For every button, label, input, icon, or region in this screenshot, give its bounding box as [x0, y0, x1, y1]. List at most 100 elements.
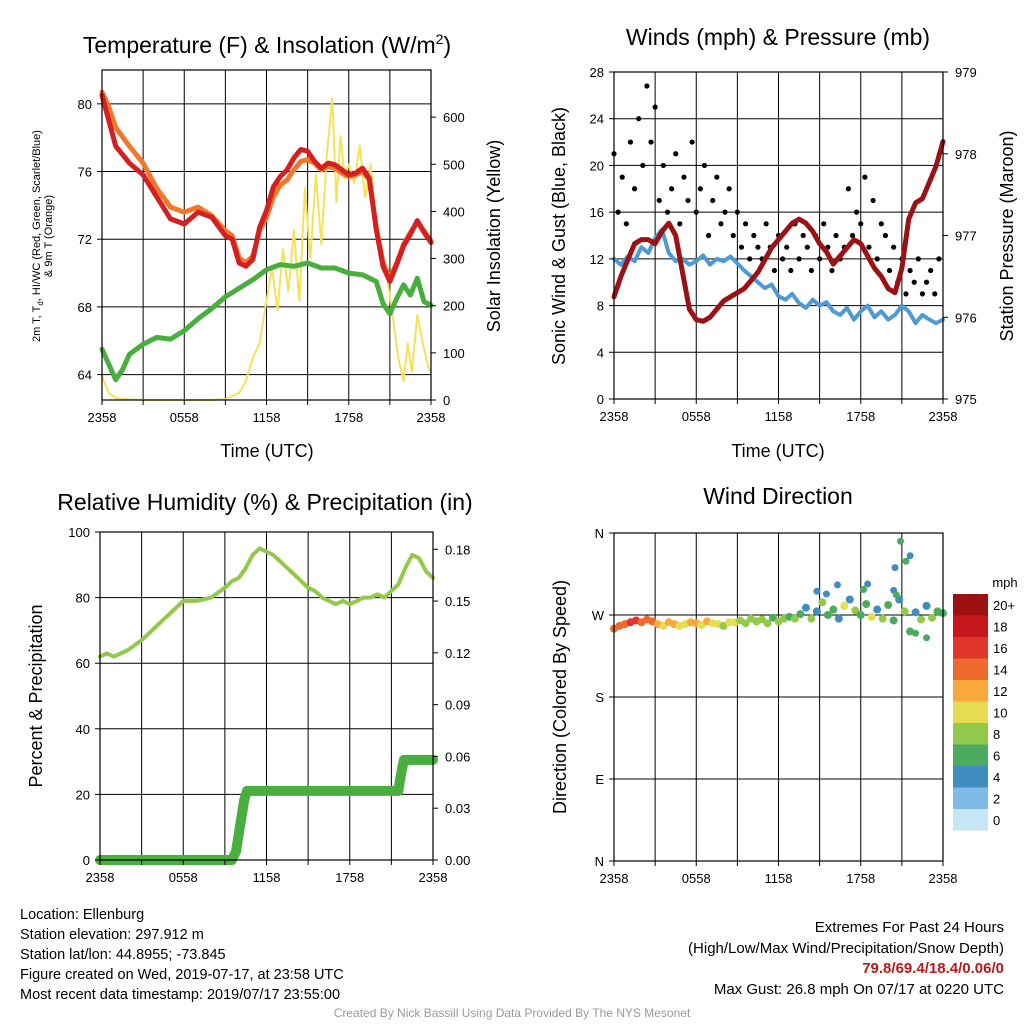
direction-point — [807, 614, 816, 623]
gust-point — [693, 209, 699, 215]
direction-point — [813, 587, 821, 595]
y2-tick-label: 0.12 — [445, 646, 470, 661]
direction-point — [833, 581, 841, 589]
gust-point — [640, 162, 646, 169]
colorbar-swatch — [953, 701, 988, 723]
colorbar-label: 12 — [993, 684, 1007, 699]
gust-point — [882, 232, 889, 239]
gust-point — [668, 186, 675, 192]
y-tick-label: 40 — [76, 722, 90, 737]
gust-point — [689, 139, 695, 145]
x-tick-label: 2358 — [86, 870, 115, 885]
direction-point — [796, 610, 805, 619]
gust-point — [726, 186, 732, 192]
gust-point — [697, 186, 703, 192]
y-tick-label: 60 — [76, 656, 90, 671]
gust-point — [874, 256, 880, 262]
colorbar-label: 20+ — [993, 598, 1015, 613]
gust-point — [858, 221, 864, 227]
gust-point — [821, 221, 827, 227]
direction-point — [741, 619, 750, 628]
direction-point — [812, 607, 821, 616]
gust-point — [656, 197, 662, 204]
direction-point — [801, 603, 810, 612]
gust-point — [755, 244, 761, 250]
pressure-ylabel: Station Pressure (Maroon) — [997, 130, 1017, 341]
y2-tick-label: 978 — [955, 147, 977, 162]
extremes-heading: Extremes For Past 24 Hours — [814, 919, 1004, 936]
direction-ylabel: Direction (Colored By Speed) — [550, 580, 570, 814]
temperature-ylabel-line2: & 9m T (Orange) — [43, 195, 55, 277]
gust-point — [936, 256, 942, 262]
y2-tick-label: 975 — [955, 392, 977, 407]
x-tick-label: 1758 — [846, 409, 875, 424]
y2-tick-label: 0.03 — [445, 801, 470, 816]
y-tick-label: 4 — [597, 345, 604, 360]
gust-point — [932, 291, 938, 297]
gust-point — [718, 221, 724, 227]
colorbar-label: 0 — [993, 813, 1000, 828]
y-tick-label: N — [595, 854, 604, 869]
gust-point — [730, 232, 736, 239]
direction-point — [829, 605, 838, 614]
x-tick-label: 2358 — [88, 410, 117, 425]
direction-point — [892, 591, 900, 599]
gust-point — [648, 139, 654, 145]
gust-point — [829, 267, 835, 274]
y-tick-label: 64 — [78, 368, 92, 383]
y2-tick-label: 400 — [443, 204, 465, 219]
x-tick-label: 2358 — [600, 409, 629, 424]
gust-point — [878, 221, 884, 227]
direction-point — [790, 614, 799, 623]
gust-point — [644, 83, 650, 89]
colorbar-label: 18 — [993, 620, 1007, 635]
winds-xlabel: Time (UTC) — [731, 441, 824, 461]
gust-point — [722, 209, 728, 215]
x-tick-label: 1758 — [335, 870, 364, 885]
sonic-wind-line — [612, 227, 945, 326]
colorbar-swatch — [953, 723, 988, 745]
colorbar-swatch — [953, 637, 988, 659]
direction-point — [725, 618, 734, 627]
direction-point — [897, 537, 905, 545]
direction-point — [818, 598, 827, 607]
gust-point — [800, 232, 806, 239]
figure-created: Figure created on Wed, 2019-07-17, at 23… — [20, 967, 344, 983]
extremes-values: 79.8/69.4/18.4/0.06/0 — [862, 960, 1004, 977]
gust-point — [751, 232, 757, 239]
y-tick-label: 72 — [78, 232, 92, 247]
colorbar-label: 16 — [993, 641, 1007, 656]
y2-tick-label: 976 — [955, 310, 977, 325]
y2-tick-label: 0.15 — [445, 594, 470, 609]
y2-tick-label: 0.06 — [445, 749, 470, 764]
gust-point — [623, 221, 629, 227]
direction-point — [873, 605, 882, 614]
gust-point — [738, 244, 745, 250]
colorbar-label: 6 — [993, 749, 1000, 764]
gust-point — [866, 244, 872, 250]
direction-point — [763, 619, 772, 628]
colorbar-label: 4 — [993, 770, 1000, 785]
gust-point — [796, 256, 802, 262]
x-tick-label: 2358 — [417, 410, 446, 425]
y-tick-label: 20 — [590, 158, 604, 173]
y-tick-label: W — [592, 608, 605, 623]
x-tick-label: 2358 — [929, 871, 958, 886]
y-tick-label: 80 — [76, 591, 90, 606]
colorbar-swatch — [953, 680, 988, 702]
y-tick-label: E — [595, 772, 604, 787]
pressure-line — [611, 139, 946, 324]
direction-point — [889, 616, 898, 625]
credit-line: Created By Nick Bassill Using Data Provi… — [333, 1006, 691, 1020]
extremes-box: Extremes For Past 24 Hours (High/Low/Max… — [688, 918, 1004, 1000]
max-gust: Max Gust: 26.8 mph On 07/17 at 0220 UTC — [713, 980, 1004, 998]
y2-tick-label: 0.00 — [445, 853, 470, 868]
gust-point — [763, 221, 769, 227]
gust-point — [673, 151, 679, 157]
gust-point — [919, 291, 926, 297]
colorbar-swatch — [953, 594, 988, 616]
direction-title: Wind Direction — [703, 483, 853, 509]
y-tick-label: 20 — [76, 787, 90, 802]
station-info: Location: Ellenburg Station elevation: 2… — [20, 905, 344, 1005]
x-tick-label: 2358 — [929, 409, 958, 424]
